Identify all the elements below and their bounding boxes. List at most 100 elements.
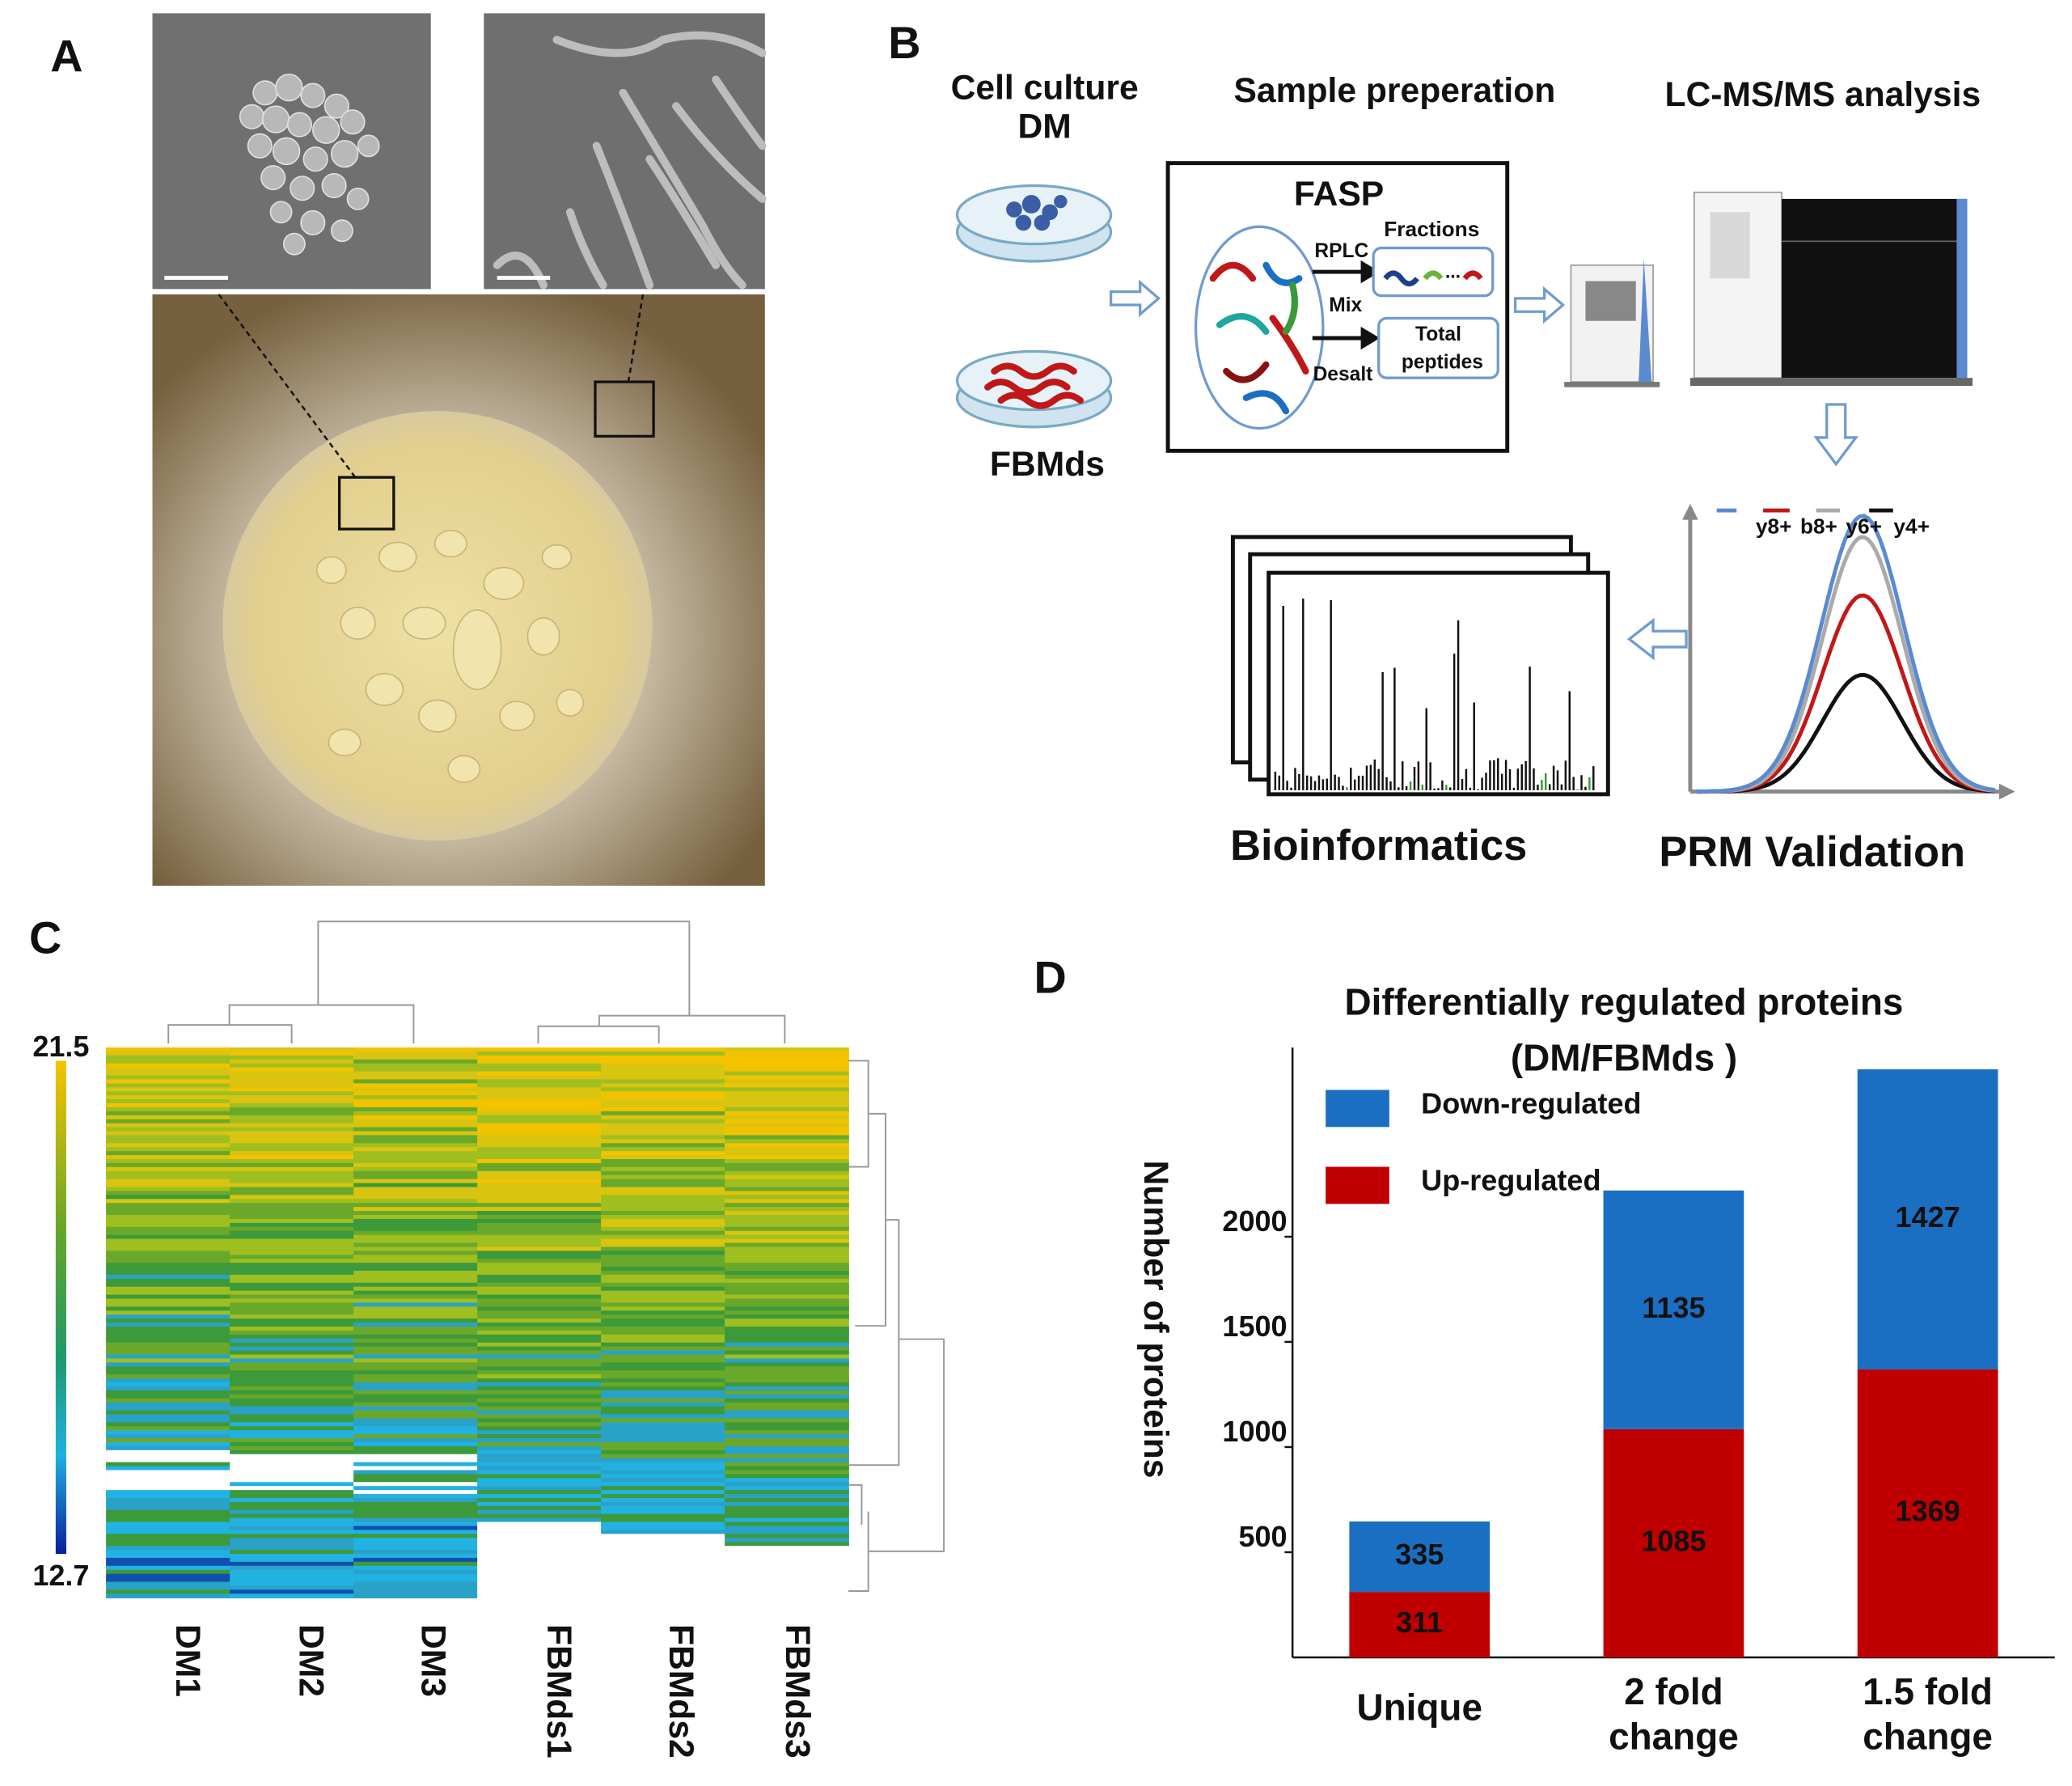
bar-segment bbox=[1857, 1069, 1998, 1370]
heatmap-cell bbox=[106, 1318, 230, 1323]
heatmap-cell bbox=[725, 1538, 849, 1543]
heatmap-cell bbox=[477, 1366, 602, 1372]
heatmap-cell bbox=[230, 1501, 354, 1507]
heatmap-cell bbox=[106, 1251, 230, 1256]
heatmap-cell bbox=[230, 1271, 354, 1276]
heatmap-cell bbox=[106, 1394, 230, 1399]
heatmap-cell bbox=[230, 1162, 354, 1168]
heatmap-cell bbox=[601, 1390, 725, 1395]
heatmap-cell bbox=[353, 1290, 478, 1296]
heatmap-cell bbox=[601, 1278, 725, 1284]
lc-instrument bbox=[1564, 258, 1660, 387]
heatmap-cell bbox=[477, 1242, 602, 1248]
heatmap-cell bbox=[601, 1382, 725, 1387]
heatmap-cell bbox=[106, 1255, 230, 1260]
panel-label: B bbox=[888, 18, 920, 68]
heatmap-cell bbox=[353, 1207, 478, 1212]
heatmap-cell bbox=[601, 1191, 725, 1196]
heatmap-cell bbox=[477, 1115, 602, 1120]
ion-label: y6+ bbox=[1846, 514, 1881, 538]
heatmap-cell bbox=[601, 1501, 725, 1507]
bar-segment bbox=[1349, 1521, 1491, 1593]
heatmap-cell bbox=[725, 1286, 849, 1292]
heatmap-cell bbox=[353, 1135, 478, 1141]
heatmap-cell bbox=[477, 1047, 602, 1052]
heatmap-cell bbox=[601, 1334, 725, 1340]
heatmap-cell bbox=[725, 1302, 849, 1308]
heatmap-cell bbox=[230, 1330, 354, 1335]
heatmap-cell bbox=[230, 1187, 354, 1192]
heatmap-cell bbox=[601, 1234, 725, 1240]
heatmap-cell bbox=[230, 1131, 354, 1136]
heatmap-cell bbox=[477, 1478, 602, 1483]
heatmap-cell bbox=[477, 1087, 602, 1093]
heatmap-cell bbox=[601, 1482, 725, 1488]
heatmap-cell bbox=[353, 1546, 478, 1551]
heatmap-cell bbox=[353, 1259, 478, 1263]
heatmap-cell bbox=[230, 1151, 354, 1156]
sample-label: DM1 bbox=[168, 1624, 207, 1697]
heatmap-cell bbox=[106, 1115, 230, 1120]
heatmap-cell bbox=[230, 1402, 354, 1407]
heatmap-cell bbox=[230, 1290, 354, 1296]
heatmap-cell bbox=[477, 1174, 602, 1180]
heatmap-cell bbox=[106, 1402, 230, 1407]
heatmap-cell bbox=[725, 1111, 849, 1116]
heatmap-cell bbox=[230, 1226, 354, 1232]
output-label: peptides bbox=[1402, 352, 1483, 374]
heatmap-cell bbox=[106, 1334, 230, 1340]
heatmap-cell bbox=[353, 1302, 478, 1308]
sample-label: FBMds3 bbox=[778, 1624, 817, 1758]
heatmap-cell bbox=[601, 1557, 725, 1563]
heatmap-cell bbox=[353, 1095, 478, 1100]
heatmap-cell bbox=[106, 1271, 230, 1276]
heatmap-cell bbox=[353, 1577, 478, 1583]
heatmap-cell bbox=[230, 1406, 354, 1411]
heatmap-cell bbox=[230, 1155, 354, 1160]
heatmap-cell bbox=[477, 1581, 602, 1587]
heatmap-cell bbox=[106, 1386, 230, 1391]
heatmap-cell bbox=[353, 1330, 478, 1335]
heatmap-cell bbox=[725, 1526, 849, 1531]
heatmap-cell bbox=[601, 1051, 725, 1056]
heatmap-cell bbox=[601, 1079, 725, 1085]
heatmap-cell bbox=[230, 1410, 354, 1416]
heatmap-cell bbox=[353, 1402, 478, 1407]
heatmap-cell bbox=[601, 1158, 725, 1164]
heatmap-cell bbox=[230, 1255, 354, 1260]
method-label: RPLC bbox=[1314, 240, 1368, 262]
heatmap-cell bbox=[230, 1327, 354, 1331]
heatmap-cell bbox=[106, 1195, 230, 1200]
heatmap-cell bbox=[230, 1263, 354, 1268]
heatmap-cell bbox=[725, 1162, 849, 1168]
heatmap-cell bbox=[106, 1306, 230, 1312]
heatmap-cell bbox=[601, 1406, 725, 1411]
heatmap-cell bbox=[106, 1095, 230, 1100]
heatmap-cell bbox=[230, 1267, 354, 1272]
sample-label: FBMds1 bbox=[539, 1624, 578, 1758]
value-label: 1427 bbox=[1896, 1200, 1960, 1234]
x-tick-label: 2 fold bbox=[1624, 1670, 1723, 1712]
heatmap-cell bbox=[106, 1183, 230, 1188]
heatmap-cell bbox=[725, 1486, 849, 1491]
heatmap-cell bbox=[106, 1170, 230, 1176]
heatmap-cell bbox=[230, 1099, 354, 1104]
heatmap-cell bbox=[230, 1557, 354, 1563]
zoom-line bbox=[218, 294, 357, 478]
value-label: 1369 bbox=[1896, 1495, 1960, 1528]
heatmap-cell bbox=[230, 1174, 354, 1180]
heatmap-cell bbox=[725, 1517, 849, 1523]
column-dendrogram bbox=[167, 921, 786, 1044]
heatmap-cell bbox=[106, 1445, 230, 1451]
heatmap-cell bbox=[725, 1589, 849, 1595]
heatmap-cell bbox=[230, 1386, 354, 1391]
heatmap-cell bbox=[230, 1550, 354, 1555]
heatmap-cell bbox=[477, 1438, 602, 1443]
heatmap-cell bbox=[477, 1342, 602, 1348]
heatmap-cell bbox=[230, 1466, 354, 1471]
heatmap-cell bbox=[725, 1131, 849, 1136]
heatmap-cell bbox=[353, 1079, 478, 1085]
heatmap-cell bbox=[106, 1513, 230, 1519]
heatmap-cell bbox=[725, 1334, 849, 1340]
heatmap-cell bbox=[106, 1274, 230, 1280]
